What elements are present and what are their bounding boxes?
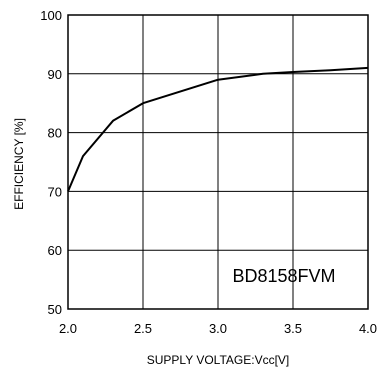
efficiency-series-line bbox=[67, 66, 369, 192]
x-tick-label: 3.0 bbox=[209, 321, 227, 336]
x-tick-label: 2.5 bbox=[134, 321, 152, 336]
series-group bbox=[67, 66, 369, 192]
plot-frame bbox=[67, 14, 369, 310]
x-tick-label: 3.5 bbox=[284, 321, 302, 336]
y-tick-label: 90 bbox=[48, 67, 62, 82]
y-tick-label: 100 bbox=[40, 8, 62, 23]
y-tick-label: 80 bbox=[48, 126, 62, 141]
x-tick-label: 4.0 bbox=[359, 321, 377, 336]
y-tick-labels: 50 60 70 80 90 100 bbox=[40, 8, 62, 317]
y-tick-label: 50 bbox=[48, 302, 62, 317]
y-axis-title: EFFICIENCY [%] bbox=[12, 118, 26, 210]
grid-lines bbox=[68, 15, 368, 309]
y-tick-label: 70 bbox=[48, 184, 62, 199]
x-axis-title: SUPPLY VOLTAGE:Vcc[V] bbox=[147, 353, 290, 367]
x-tick-label: 2.0 bbox=[59, 321, 77, 336]
x-tick-labels: 2.0 2.5 3.0 3.5 4.0 bbox=[59, 321, 377, 336]
chart-annotation: BD8158FVM bbox=[232, 266, 335, 286]
y-tick-label: 60 bbox=[48, 243, 62, 258]
